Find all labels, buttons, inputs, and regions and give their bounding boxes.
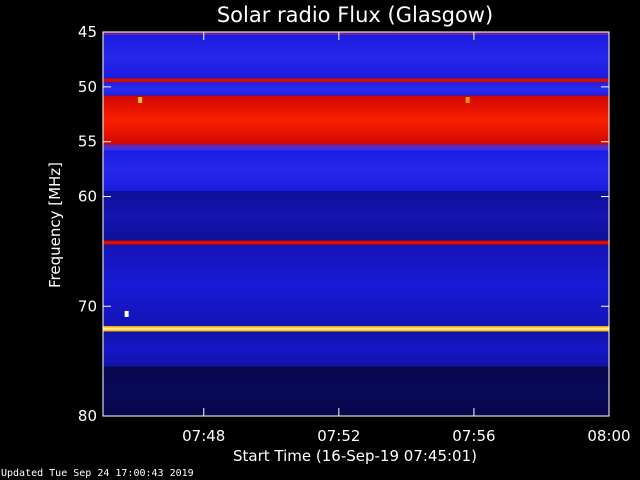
- plot-area: [102, 31, 610, 417]
- x-tick-label: 07:56: [452, 427, 495, 445]
- frequency-band: [103, 78, 609, 83]
- y-tick-label: 55: [78, 133, 97, 151]
- y-tick-label: 45: [78, 23, 97, 41]
- x-axis: 07:48 07:52 07:56 08:00: [182, 32, 631, 445]
- frequency-band: [103, 366, 609, 416]
- frequency-band: [103, 35, 609, 79]
- frequency-band: [103, 240, 609, 245]
- x-tick-label: 07:48: [182, 427, 225, 445]
- x-axis-label: Start Time (16-Sep-19 07:45:01): [233, 447, 477, 465]
- burst-spot: [465, 97, 470, 104]
- frequency-band: [103, 326, 609, 332]
- frequency-band: [103, 331, 609, 367]
- burst-spot: [124, 310, 129, 317]
- y-tick-label: 80: [78, 407, 97, 425]
- frequency-band: [103, 32, 609, 36]
- frequency-band: [103, 145, 609, 151]
- frequency-band: [103, 150, 609, 192]
- y-tick-label: 50: [78, 78, 97, 96]
- chart-title: Solar radio Flux (Glasgow): [217, 3, 493, 27]
- x-tick-label: 08:00: [587, 427, 630, 445]
- y-tick-label: 70: [78, 297, 97, 315]
- y-axis-label: Frequency [MHz]: [46, 162, 64, 288]
- y-axis: 45 50 55 60 70 80: [78, 23, 609, 425]
- frequency-band: [103, 244, 609, 327]
- frequency-band: [103, 191, 609, 241]
- updated-timestamp: Updated Tue Sep 24 17:00:43 2019: [1, 468, 194, 479]
- frequency-band: [103, 95, 609, 146]
- frequency-band: [103, 82, 609, 96]
- burst-spot: [138, 97, 143, 104]
- x-tick-label: 07:52: [317, 427, 360, 445]
- plot-frame: [102, 31, 610, 417]
- y-tick-label: 60: [78, 188, 97, 206]
